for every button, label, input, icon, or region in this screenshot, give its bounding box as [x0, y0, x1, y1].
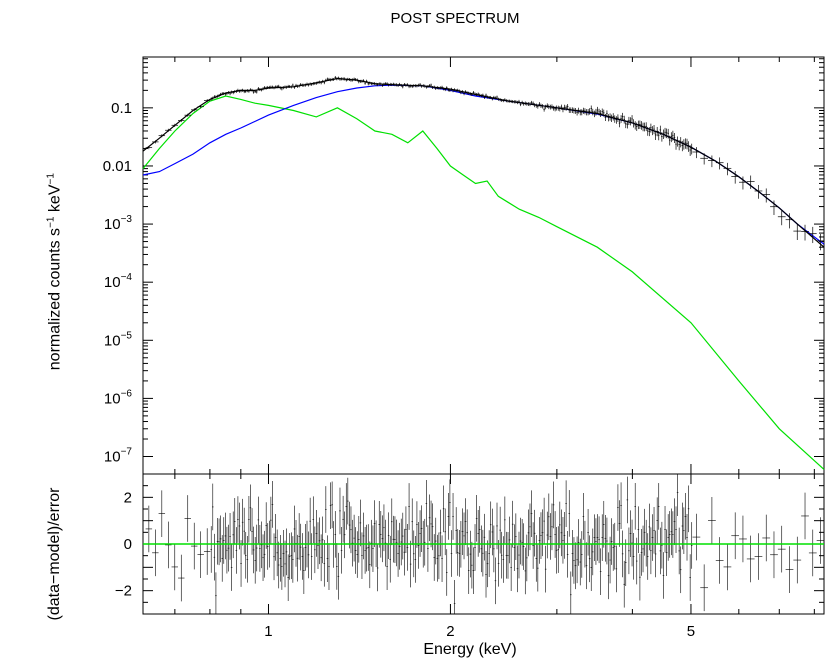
- y-tick-label: 10−6: [104, 388, 133, 407]
- y-tick-label: 0.1: [111, 100, 132, 117]
- y-tick-label: 2: [124, 489, 132, 506]
- total-model-line: [142, 77, 825, 248]
- y-tick-label: 10−7: [104, 447, 133, 466]
- x-axis-label: Energy (keV): [423, 641, 517, 658]
- x-tick-label: 1: [264, 623, 272, 640]
- y-tick-label: 10−3: [104, 214, 133, 233]
- soft-component-line: [142, 95, 825, 470]
- top-panel-frame: [142, 56, 825, 475]
- x-tick-label: 2: [446, 623, 454, 640]
- x-tick-label: 5: [687, 623, 695, 640]
- y-tick-label: −2: [115, 583, 132, 600]
- y-tick-label: 10−5: [104, 330, 133, 349]
- chart-title: POST SPECTRUM: [390, 10, 520, 27]
- y-tick-label: 10−4: [104, 272, 133, 291]
- y-tick-label: 0.01: [103, 158, 132, 175]
- y-tick-label: 0: [124, 536, 132, 553]
